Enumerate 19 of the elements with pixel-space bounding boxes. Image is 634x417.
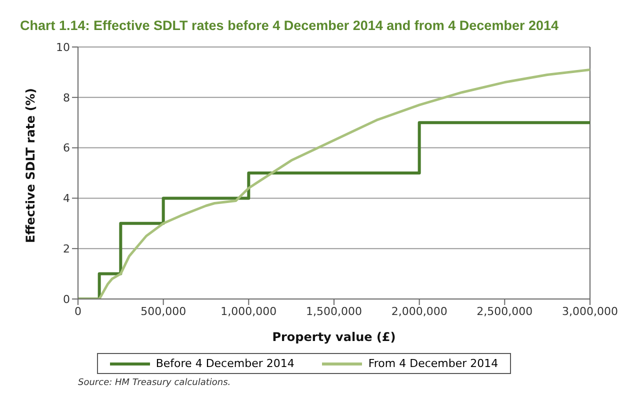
y-tick-label: 10 <box>56 40 70 54</box>
y-tick-label: 2 <box>63 242 70 256</box>
x-tick-label: 3,000,000 <box>562 304 618 318</box>
y-tick-label: 0 <box>63 292 70 306</box>
x-tick-label: 2,500,000 <box>476 304 533 318</box>
source-note: Source: HM Treasury calculations. <box>77 378 232 388</box>
x-tick-label: 1,000,000 <box>220 304 277 318</box>
x-tick-label: 1,500,000 <box>306 304 362 318</box>
y-axis-title: Effective SDLT rate (%) <box>23 88 38 243</box>
legend-label: Before 4 December 2014 <box>154 357 294 370</box>
legend-label: From 4 December 2014 <box>367 357 498 370</box>
chart-title: Chart 1.14: Effective SDLT rates before 4 December 2014 and from 4 December 2014 <box>19 17 560 33</box>
y-tick-label: 8 <box>63 91 70 104</box>
y-tick-label: 4 <box>63 192 70 206</box>
y-tick-label: 6 <box>63 142 70 155</box>
x-tick-label: 2,000,000 <box>391 304 448 318</box>
x-axis-title: Property value (£) <box>272 330 396 344</box>
x-tick-label: 500,000 <box>140 304 186 318</box>
x-tick-label: 0 <box>74 304 82 318</box>
